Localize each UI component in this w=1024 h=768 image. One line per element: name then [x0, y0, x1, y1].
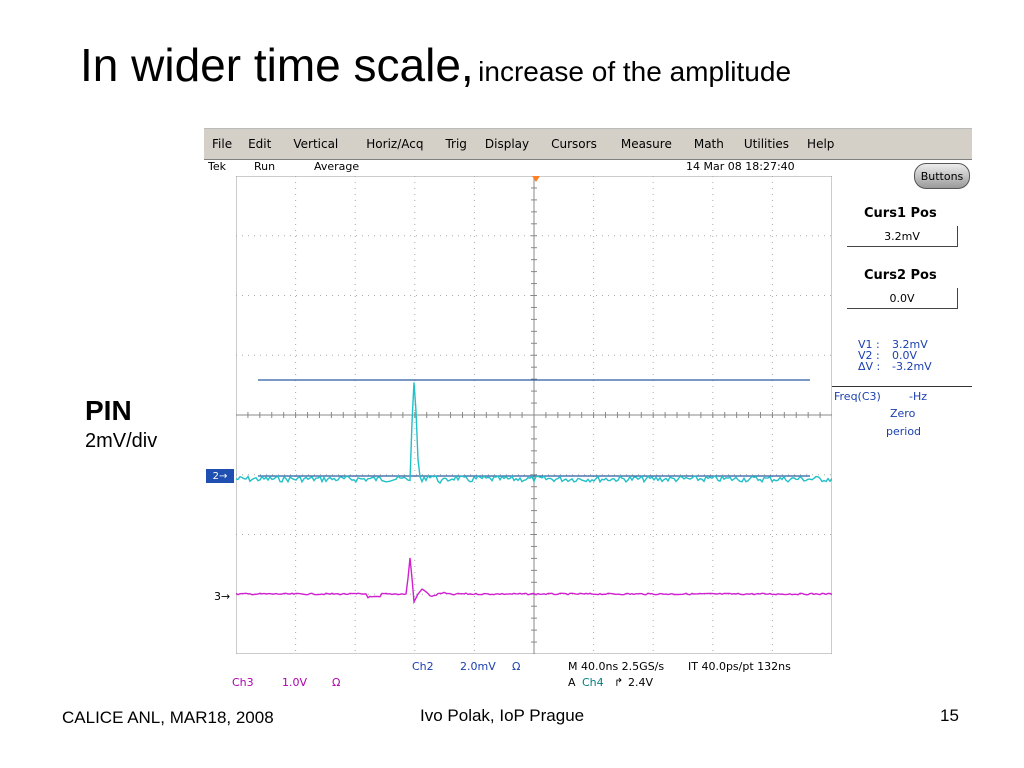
pin-scale: 2mV/div: [85, 430, 158, 452]
trigger-info: IT 40.0ps/pt 132ns: [688, 660, 791, 673]
freq-value: -Hz: [909, 390, 928, 403]
ch3-name: Ch3: [232, 676, 254, 689]
dv-label: ΔV :: [858, 360, 881, 373]
cursor-readout: V1 : 3.2mV V2 : 0.0V ΔV : -3.2mV: [858, 339, 932, 372]
menu-edit[interactable]: Edit: [248, 137, 272, 151]
acq-mode: Average: [314, 160, 360, 173]
slide-title-main: In wider time scale,: [80, 39, 474, 91]
graticule-grid: [236, 176, 832, 654]
menu-measure[interactable]: Measure: [620, 137, 672, 151]
curs2-title: Curs2 Pos: [864, 268, 937, 283]
trigger-position-marker: [532, 176, 540, 182]
ch3-scale: 1.0V: [282, 676, 308, 689]
pin-label: PIN: [85, 395, 132, 426]
menu-display[interactable]: Display: [484, 137, 530, 151]
slide-title: In wider time scale, increase of the amp…: [80, 38, 791, 92]
curs1-value[interactable]: 3.2mV: [847, 226, 958, 247]
trigger-slope-icon: ↱: [614, 676, 624, 689]
ch3-trace: [236, 557, 832, 605]
menu-vertical[interactable]: Vertical: [293, 137, 339, 151]
freq-note-zero: Zero: [890, 407, 916, 420]
v1-value: 3.2mV: [892, 338, 928, 351]
trigger-source: Ch4: [582, 676, 604, 689]
v2-label: V2 :: [858, 349, 880, 362]
ch2-name: Ch2: [412, 660, 434, 673]
footer-right: 15: [940, 706, 959, 725]
buttons-button[interactable]: Buttons: [914, 163, 970, 189]
menu-cursors[interactable]: Cursors: [551, 137, 597, 151]
ch3-ground-marker[interactable]: 3→: [214, 590, 231, 603]
menu-file[interactable]: File: [212, 137, 233, 151]
ch2-scale: 2.0mV: [460, 660, 496, 673]
timestamp: 14 Mar 08 18:27:40: [686, 160, 795, 173]
trigger-prefix: A: [568, 676, 576, 689]
curs2-value[interactable]: 0.0V: [847, 288, 958, 309]
curs1-title: Curs1 Pos: [864, 206, 937, 221]
dv-value: -3.2mV: [892, 360, 932, 373]
slide-title-sub: increase of the amplitude: [478, 56, 792, 87]
horizontal-setting: M 40.0ns 2.5GS/s: [568, 660, 665, 673]
freq-label: Freq(C3): [834, 390, 881, 403]
menu-bar: File Edit Vertical Horiz/Acq Trig Displa…: [204, 128, 972, 160]
ch2-coupling: Ω: [512, 660, 521, 673]
trigger-level: 2.4V: [628, 676, 654, 689]
menu-utilities[interactable]: Utilities: [743, 137, 790, 151]
ch2-trace: [236, 382, 832, 485]
ch2-ground-marker[interactable]: 2 →: [206, 469, 234, 483]
ch3-marker-label: 3: [214, 590, 221, 603]
menu-help[interactable]: Help: [807, 137, 835, 151]
oscilloscope-screen: File Edit Vertical Horiz/Acq Trig Displa…: [204, 128, 972, 694]
status-row: Tek Run Average 14 Mar 08 18:27:40: [204, 159, 834, 175]
ch2-marker-label: 2: [212, 470, 219, 482]
footer-left: CALICE ANL, MAR18, 2008: [62, 708, 274, 727]
readout-divider: [832, 386, 972, 387]
ch3-coupling: Ω: [332, 676, 341, 689]
freq-note-period: period: [886, 425, 922, 438]
menu-math[interactable]: Math: [693, 137, 724, 151]
menu-horiz-acq[interactable]: Horiz/Acq: [366, 137, 424, 151]
brand-label: Tek: [208, 160, 226, 173]
menu-trig[interactable]: Trig: [445, 137, 467, 151]
run-state: Run: [254, 160, 276, 173]
v1-label: V1 :: [858, 338, 880, 351]
footer-center: Ivo Polak, IoP Prague: [420, 706, 585, 725]
waveform-display: [236, 176, 832, 654]
v2-value: 0.0V: [892, 349, 918, 362]
